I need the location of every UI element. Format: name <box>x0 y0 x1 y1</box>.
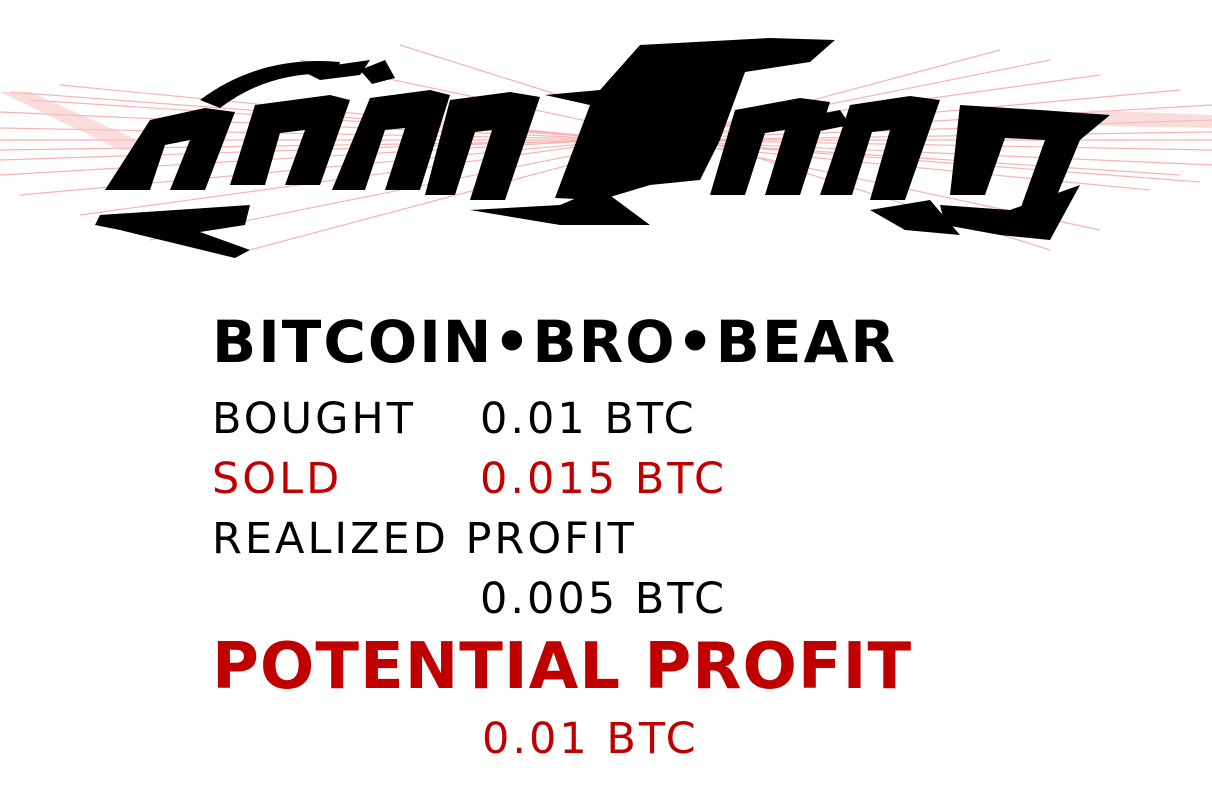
sold-label: SOLD <box>212 454 343 504</box>
logo-glyphs-icon <box>95 38 1110 258</box>
potential-profit-label: POTENTIAL PROFIT <box>212 630 913 704</box>
sold-value: 0.015 BTC <box>480 454 728 504</box>
headline: BITCOIN•BRO•BEAR <box>212 308 898 376</box>
bought-value: 0.01 BTC <box>480 394 697 444</box>
realized-profit-label: REALIZED PROFIT <box>212 514 637 564</box>
logo-graphic <box>0 38 1212 258</box>
bought-label: BOUGHT <box>212 394 416 444</box>
speed-band-icon <box>0 92 1212 150</box>
realized-profit-value: 0.005 BTC <box>480 574 728 624</box>
potential-profit-value: 0.01 BTC <box>482 714 699 764</box>
